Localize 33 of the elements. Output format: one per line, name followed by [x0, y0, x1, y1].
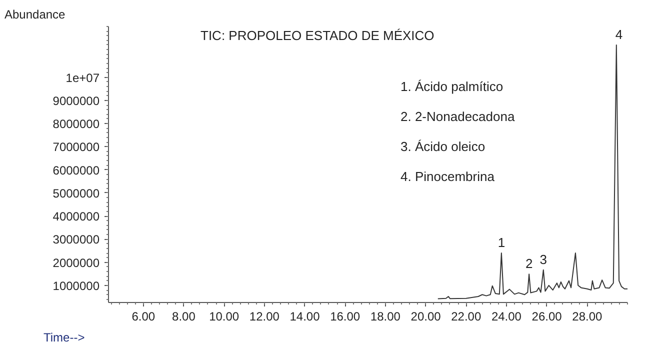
x-tick-label: 22.00 [451, 310, 482, 324]
chart-title: TIC: PROPOLEO ESTADO DE MÉXICO [200, 28, 434, 43]
x-tick-label: 8.00 [172, 310, 196, 324]
annotation: 1 [498, 235, 506, 250]
x-tick-label: 14.00 [290, 310, 320, 324]
y-tick-label: 9000000 [52, 94, 100, 108]
x-tick-label: 16.00 [330, 310, 360, 324]
annotation: 4. Pinocembrina [400, 169, 496, 184]
x-tick-label: 6.00 [132, 310, 156, 324]
y-tick-label: 1000000 [52, 278, 100, 293]
y-tick-label: 1e+07 [66, 70, 100, 85]
y-tick-label: 7000000 [52, 140, 100, 154]
x-axis-title: Time--> [44, 330, 85, 344]
y-tick-label: 4000000 [52, 210, 100, 224]
annotation: 3 [540, 252, 548, 267]
x-tick-label: 24.00 [491, 310, 522, 324]
annotation: 2. 2-Nonadecadona [400, 109, 516, 124]
y-tick-label: 3000000 [52, 232, 100, 247]
y-tick-label: 6000000 [52, 163, 100, 178]
annotation: 2 [525, 256, 533, 272]
x-tick-label: 26.00 [532, 310, 562, 324]
y-axis-title: Abundance [4, 8, 66, 22]
x-tick-label: 18.00 [370, 310, 401, 324]
y-tick-label: 8000000 [52, 117, 100, 132]
x-tick-label: 12.00 [249, 310, 280, 324]
y-tick-label: 2000000 [52, 256, 100, 270]
x-tick-label: 20.00 [410, 310, 442, 324]
y-tick-label: 5000000 [52, 186, 100, 200]
annotation: 4 [615, 26, 623, 42]
annotation: 3. Ácido oleico [400, 139, 486, 154]
x-tick-label: 28.00 [572, 310, 602, 324]
x-tick-label: 10.00 [209, 310, 240, 324]
annotation: 1. Ácido palmítico [400, 79, 504, 94]
